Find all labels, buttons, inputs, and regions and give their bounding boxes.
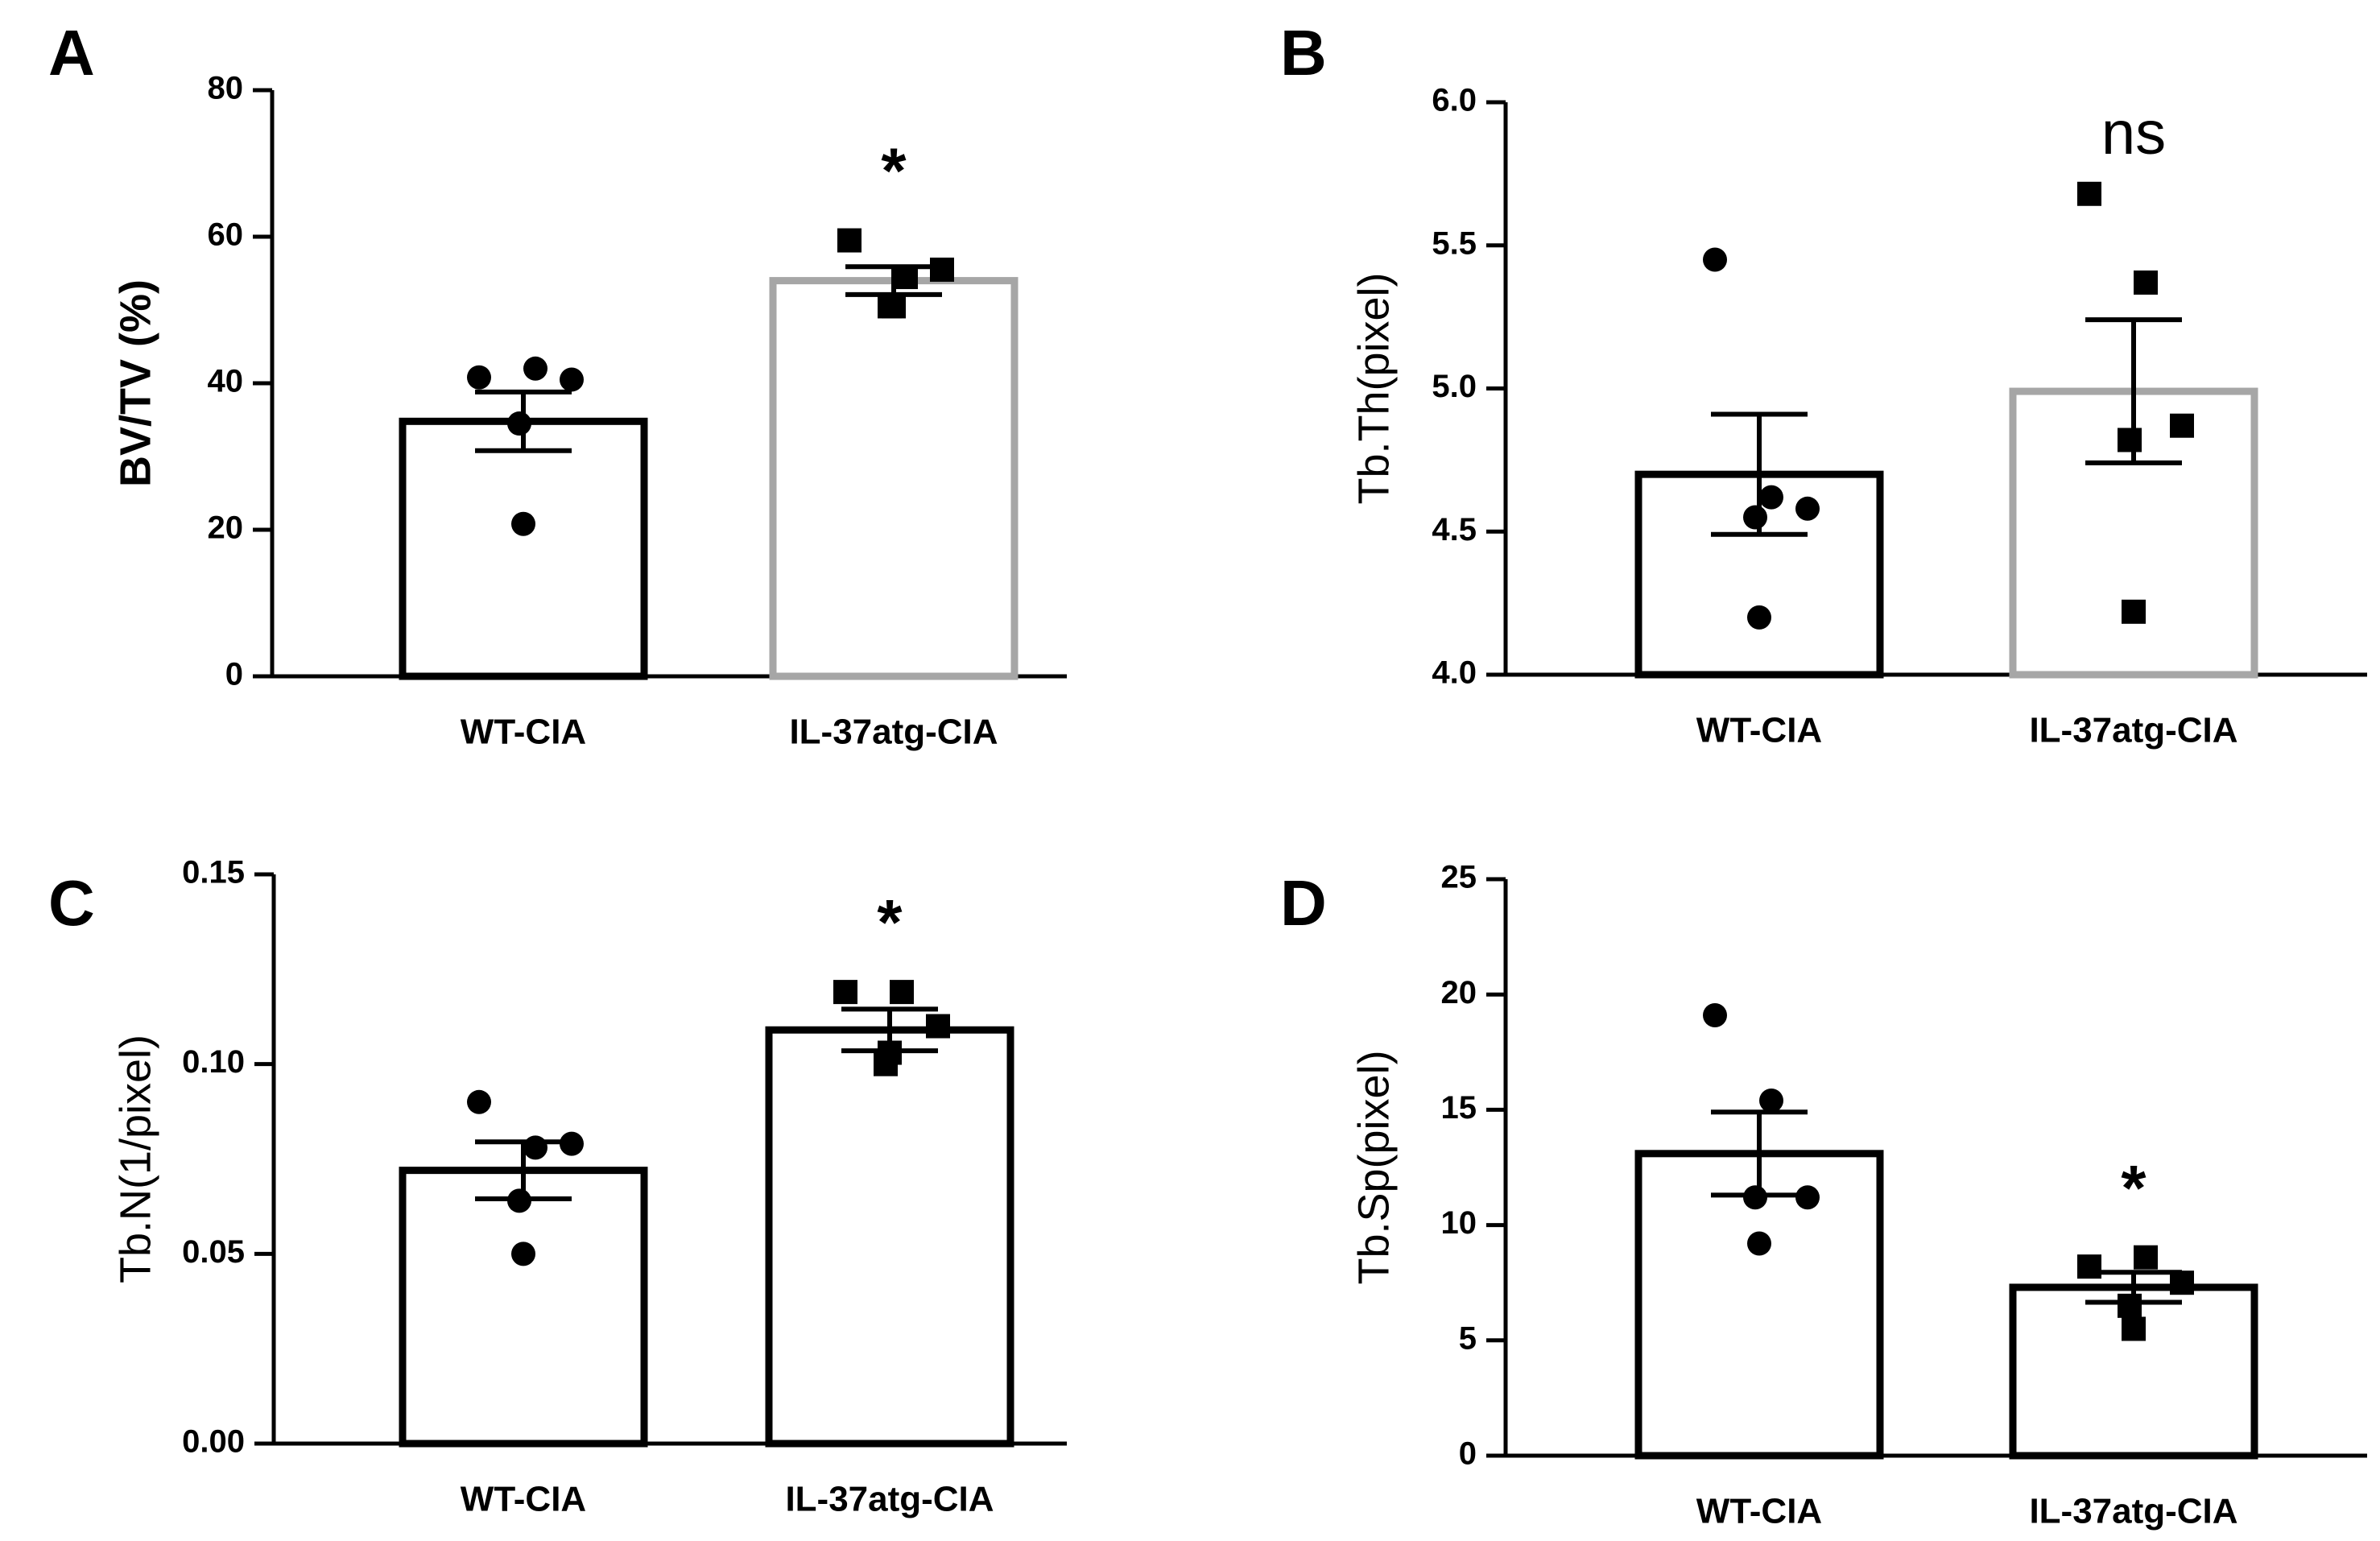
data-point: [1747, 1231, 1771, 1256]
data-point: [1759, 1088, 1783, 1113]
data-point: [1747, 605, 1771, 630]
data-point: [2077, 181, 2101, 206]
data-point: [507, 411, 531, 436]
data-point: [1795, 496, 1820, 521]
y-tick-label: 10: [1441, 1205, 1477, 1241]
y-tick-label: 4.0: [1432, 655, 1477, 691]
data-point: [2170, 413, 2194, 438]
y-tick-label: 25: [1441, 860, 1477, 895]
y-tick-label: 5: [1459, 1320, 1477, 1356]
data-point: [2077, 1254, 2101, 1279]
panel-d: D 0 5 10 15 20 25 Tb.Sp(pixel) WT-CIA * IL-37atg-C…: [1280, 860, 2367, 1531]
data-point: [467, 365, 491, 390]
x-category-label: WT-CIA: [461, 713, 586, 752]
panel-c: C 0.00 0.05 0.10 0.15 Tb.N(1/pixel) WT-CIA * IL-…: [48, 855, 1067, 1519]
data-point: [878, 1040, 902, 1065]
data-point: [1703, 247, 1727, 272]
data-point: [1703, 1002, 1727, 1027]
data-point: [837, 228, 862, 253]
x-category-label: WT-CIA: [461, 1480, 586, 1519]
significance-label: *: [877, 886, 903, 958]
y-tick-label: 15: [1441, 1090, 1477, 1126]
y-tick-label: 20: [1441, 975, 1477, 1010]
data-point: [2118, 1293, 2142, 1318]
y-tick-label: 0: [1459, 1436, 1477, 1472]
bar-wt-cia: [399, 1167, 648, 1448]
x-category-label: IL-37atg-CIA: [789, 713, 998, 752]
y-tick-label: 4.5: [1432, 512, 1477, 547]
x-category-label: WT-CIA: [1696, 1492, 1822, 1531]
data-point: [560, 1131, 584, 1156]
data-point: [507, 1188, 531, 1213]
data-point: [523, 356, 547, 381]
data-point: [511, 511, 535, 536]
x-category-label: WT-CIA: [1696, 711, 1822, 750]
data-point: [926, 1014, 950, 1039]
data-point: [511, 1241, 535, 1266]
x-category-label: IL-37atg-CIA: [785, 1480, 994, 1519]
data-point: [894, 265, 918, 290]
significance-label: ns: [2101, 99, 2166, 167]
significance-label: *: [881, 135, 907, 207]
y-tick-label: 40: [208, 364, 244, 399]
y-tick-label: 0: [225, 657, 243, 692]
y-axis-label: Tb.N(1/pixel): [111, 1035, 159, 1283]
panel-letter: C: [48, 867, 95, 939]
data-point: [1743, 1185, 1767, 1210]
data-point: [1759, 485, 1783, 510]
data-point: [1743, 505, 1767, 530]
panel-letter: D: [1280, 867, 1327, 939]
data-point: [467, 1089, 491, 1114]
data-point: [560, 367, 584, 392]
data-point: [2122, 1316, 2146, 1341]
panel-letter: B: [1280, 17, 1327, 89]
y-tick-label: 0.00: [182, 1424, 245, 1460]
data-point: [1795, 1185, 1820, 1210]
data-point: [2134, 270, 2158, 295]
y-tick-label: 5.5: [1432, 225, 1477, 261]
x-category-label: IL-37atg-CIA: [2029, 711, 2237, 750]
y-tick-label: 6.0: [1432, 83, 1477, 118]
panel-letter: A: [48, 17, 95, 89]
data-point: [2134, 1245, 2158, 1270]
y-axis-label: BV/TV (%): [111, 279, 159, 487]
data-point: [833, 980, 857, 1005]
y-tick-label: 5.0: [1432, 369, 1477, 404]
y-tick-label: 60: [208, 217, 244, 253]
y-tick-label: 0.10: [182, 1044, 245, 1080]
bar-il37atg-cia: [765, 1026, 1014, 1448]
data-point: [2170, 1270, 2194, 1295]
bar-wt-cia: [399, 417, 648, 680]
bar-il37atg-cia: [769, 277, 1019, 680]
data-point: [523, 1135, 547, 1160]
y-tick-label: 0.15: [182, 855, 245, 890]
data-point: [2118, 428, 2142, 452]
panel-a: A 0 20 40 60 80 BV/TV (%) WT-CIA * IL-37atg-CIA: [48, 17, 1067, 752]
x-category-label: IL-37atg-CIA: [2029, 1492, 2237, 1531]
data-point: [890, 980, 914, 1005]
y-axis-label: Tb.Sp(pixel): [1349, 1050, 1398, 1284]
significance-label: *: [2121, 1152, 2147, 1224]
y-tick-label: 0.05: [182, 1234, 245, 1270]
panel-b: B 4.0 4.5 5.0 5.5 6.0 Tb.Th(pixel) WT-CIA ns IL-3…: [1280, 17, 2367, 750]
data-point: [2122, 599, 2146, 624]
y-axis-label: Tb.Th(pixel): [1349, 272, 1398, 504]
data-point: [882, 294, 906, 319]
y-tick-label: 20: [208, 510, 244, 546]
data-point: [930, 257, 954, 282]
y-tick-label: 80: [208, 71, 244, 106]
